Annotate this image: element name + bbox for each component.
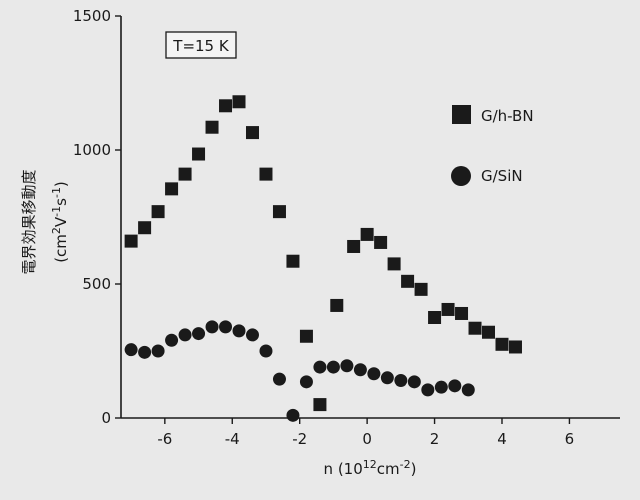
x-tick-label: -4 xyxy=(225,430,240,448)
y-axis-title: 電界効果移動度 xyxy=(20,169,38,274)
g-sin-point xyxy=(219,320,232,333)
y-tick-label: 500 xyxy=(82,275,111,293)
g-hbn-point xyxy=(509,340,522,353)
g-sin-point xyxy=(286,409,299,422)
y-axis-unit-sup2: -1 xyxy=(50,206,63,217)
g-sin-point xyxy=(233,324,246,337)
y-tick-label: 1000 xyxy=(73,141,111,159)
g-sin-point xyxy=(300,375,313,388)
g-hbn-point xyxy=(165,182,178,195)
g-hbn-point xyxy=(361,228,374,241)
g-sin-point xyxy=(435,381,448,394)
y-axis-unit-mid2: s xyxy=(52,198,70,206)
x-tick-label: 4 xyxy=(497,430,507,448)
x-tick-label: -2 xyxy=(292,430,307,448)
g-hbn-point xyxy=(273,205,286,218)
g-hbn-point xyxy=(206,121,219,134)
y-axis-unit-sup3: -1 xyxy=(50,187,63,198)
g-sin-point xyxy=(327,361,340,374)
g-sin-point xyxy=(273,373,286,386)
y-axis-unit-sup1: 2 xyxy=(50,227,63,234)
legend-label-g-sin: G/SiN xyxy=(481,167,523,185)
g-hbn-point xyxy=(495,338,508,351)
x-tick-label: 0 xyxy=(362,430,372,448)
legend-marker-g-hbn xyxy=(452,105,471,124)
g-hbn-point xyxy=(313,398,326,411)
g-sin-point xyxy=(313,361,326,374)
y-axis-unit-prefix: (cm xyxy=(52,234,70,263)
g-hbn-point xyxy=(388,257,401,270)
g-hbn-point xyxy=(259,168,272,181)
x-tick-label: -6 xyxy=(157,430,172,448)
annotation-text: T=15 K xyxy=(172,37,230,55)
g-sin-point xyxy=(179,328,192,341)
g-hbn-point xyxy=(233,95,246,108)
g-hbn-point xyxy=(330,299,343,312)
g-sin-point xyxy=(259,345,272,358)
g-sin-point xyxy=(206,320,219,333)
g-sin-point xyxy=(125,343,138,356)
legend-marker-g-sin xyxy=(451,166,471,186)
g-hbn-point xyxy=(246,126,259,139)
g-hbn-point xyxy=(179,168,192,181)
g-sin-point xyxy=(394,374,407,387)
g-sin-point xyxy=(354,363,367,376)
g-hbn-point xyxy=(192,148,205,161)
g-sin-point xyxy=(165,334,178,347)
temperature-annotation: T=15 K xyxy=(166,32,236,58)
x-axis-label-mid: cm xyxy=(377,460,400,478)
g-hbn-point xyxy=(347,240,360,253)
g-hbn-point xyxy=(286,255,299,268)
x-tick-label: 6 xyxy=(565,430,575,448)
g-sin-point xyxy=(152,345,165,358)
x-axis-label-sup2: -2 xyxy=(400,458,411,471)
g-sin-point xyxy=(462,383,475,396)
x-tick-label: 2 xyxy=(430,430,440,448)
g-hbn-point xyxy=(442,303,455,316)
g-hbn-point xyxy=(300,330,313,343)
g-hbn-point xyxy=(138,221,151,234)
g-hbn-point xyxy=(374,236,387,249)
g-hbn-point xyxy=(415,283,428,296)
x-axis-label-sup: 12 xyxy=(363,458,377,471)
legend-label-g-hbn: G/h-BN xyxy=(481,107,534,125)
g-sin-point xyxy=(381,371,394,384)
g-sin-point xyxy=(138,346,151,359)
g-hbn-point xyxy=(125,235,138,248)
g-hbn-point xyxy=(152,205,165,218)
g-sin-point xyxy=(340,359,353,372)
g-sin-point xyxy=(192,327,205,340)
g-hbn-point xyxy=(455,307,468,320)
y-tick-label: 0 xyxy=(101,409,111,427)
g-sin-point xyxy=(367,367,380,380)
g-sin-point xyxy=(246,328,259,341)
y-axis-unit-suffix: ) xyxy=(52,181,70,187)
g-hbn-point xyxy=(469,322,482,335)
g-hbn-point xyxy=(219,99,232,112)
g-hbn-point xyxy=(482,326,495,339)
g-sin-point xyxy=(408,375,421,388)
g-hbn-point xyxy=(401,275,414,288)
g-hbn-point xyxy=(428,311,441,324)
g-sin-point xyxy=(448,379,461,392)
y-tick-label: 1500 xyxy=(73,7,111,25)
x-axis-label-suffix: ) xyxy=(411,460,417,478)
g-sin-point xyxy=(421,383,434,396)
x-axis-label-prefix: n (10 xyxy=(324,460,363,478)
